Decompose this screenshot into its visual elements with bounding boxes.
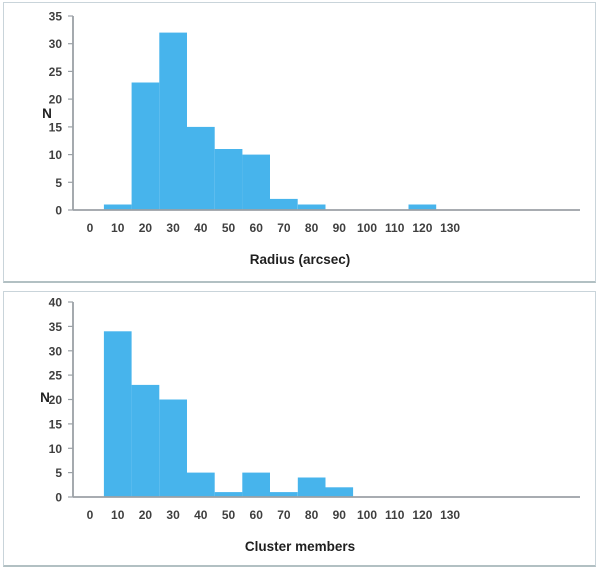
x-axis-tick-label: 80 [305,508,319,522]
histogram-bar [325,487,354,498]
y-axis-tick-label: 15 [49,120,63,134]
radius-x-axis-title: Radius (arcsec) [250,252,351,267]
x-axis-tick-label: 90 [333,508,347,522]
x-axis-tick-label: 80 [305,221,319,235]
x-axis-tick-label: 130 [440,508,460,522]
x-axis-tick-label: 110 [385,221,405,235]
histogram-bar [159,399,187,497]
y-axis-tick-label: 40 [49,296,63,310]
y-axis-tick-label: 10 [49,442,63,456]
y-axis-tick-label: 5 [55,466,62,480]
radius-histogram-panel: 0 5 10 15 20 25 30 35 0 10 20 30 40 50 60 70 80 90 100 110 1… [3,2,596,283]
y-axis-tick-label: 20 [49,393,63,407]
y-axis-tick-label: 0 [55,204,62,218]
members-histogram-panel: 0 5 10 15 20 25 30 35 40 0 10 20 30 40 50 60 70 80 90 100 11… [3,291,596,567]
members-histogram-canvas: 0 5 10 15 20 25 30 35 40 0 10 20 30 40 50 60 70 80 90 100 11… [40,296,580,554]
x-axis-tick-label: 40 [194,508,208,522]
x-axis-tick-label: 20 [139,508,153,522]
histogram-bar [270,492,298,497]
x-axis-tick-label: 60 [250,508,264,522]
x-axis-tick-label: 90 [333,221,347,235]
y-axis-tick-label: 20 [49,93,63,107]
members-plot-area: 0 5 10 15 20 25 30 35 40 0 10 20 30 40 50 60 70 80 90 100 11… [49,296,580,522]
x-axis-tick-label: 120 [412,221,432,235]
x-axis-tick-label: 130 [440,221,460,235]
histogram-bar [270,198,298,210]
histogram-bar [187,472,215,497]
histogram-bar [159,32,187,210]
y-axis-tick-label: 30 [49,37,63,51]
histogram-bar [131,384,160,497]
histogram-bar [131,82,160,210]
x-axis-tick-label: 50 [222,508,236,522]
radius-plot-area: 0 5 10 15 20 25 30 35 0 10 20 30 40 50 60 70 80 90 100 110 1… [49,10,580,235]
members-y-axis-title: N [40,390,50,405]
y-axis-tick-label: 10 [49,148,63,162]
x-axis-tick-label: 120 [412,508,432,522]
y-axis-tick-label: 0 [55,491,62,505]
histogram-bar [297,477,326,497]
x-axis-tick-label: 10 [111,508,125,522]
radius-y-axis-title: N [42,106,52,121]
x-axis-tick-label: 100 [357,508,377,522]
x-axis-tick-label: 110 [385,508,405,522]
x-axis-tick-label: 30 [166,221,180,235]
y-axis-tick-label: 35 [49,320,63,334]
x-axis-tick-label: 30 [166,508,180,522]
x-axis-tick-label: 0 [87,508,94,522]
histogram-bar [297,204,326,210]
y-axis-tick-label: 5 [55,176,62,190]
x-axis-tick-label: 20 [139,221,153,235]
histogram-bar [103,331,132,498]
y-axis-tick-label: 25 [49,65,63,79]
x-axis-tick-label: 60 [250,221,264,235]
histogram-bar [103,204,132,210]
x-axis-tick-label: 70 [277,508,291,522]
histogram-bar [187,126,215,210]
x-axis-tick-label: 70 [277,221,291,235]
histogram-bar [242,154,270,210]
x-axis-tick-label: 10 [111,221,125,235]
x-axis-tick-label: 0 [87,221,94,235]
y-axis-tick-label: 30 [49,344,63,358]
histogram-bar [214,149,243,210]
y-axis-tick-label: 25 [49,369,63,383]
histogram-bar [242,472,270,497]
histogram-bar [408,204,437,210]
y-axis-tick-label: 35 [49,10,63,24]
x-axis-tick-label: 50 [222,221,236,235]
histogram-bar [214,492,243,497]
members-x-axis-title: Cluster members [245,539,355,554]
radius-histogram-canvas: 0 5 10 15 20 25 30 35 0 10 20 30 40 50 60 70 80 90 100 110 1… [42,10,580,267]
y-axis-tick-label: 15 [49,417,63,431]
x-axis-tick-label: 40 [194,221,208,235]
x-axis-tick-label: 100 [357,221,377,235]
